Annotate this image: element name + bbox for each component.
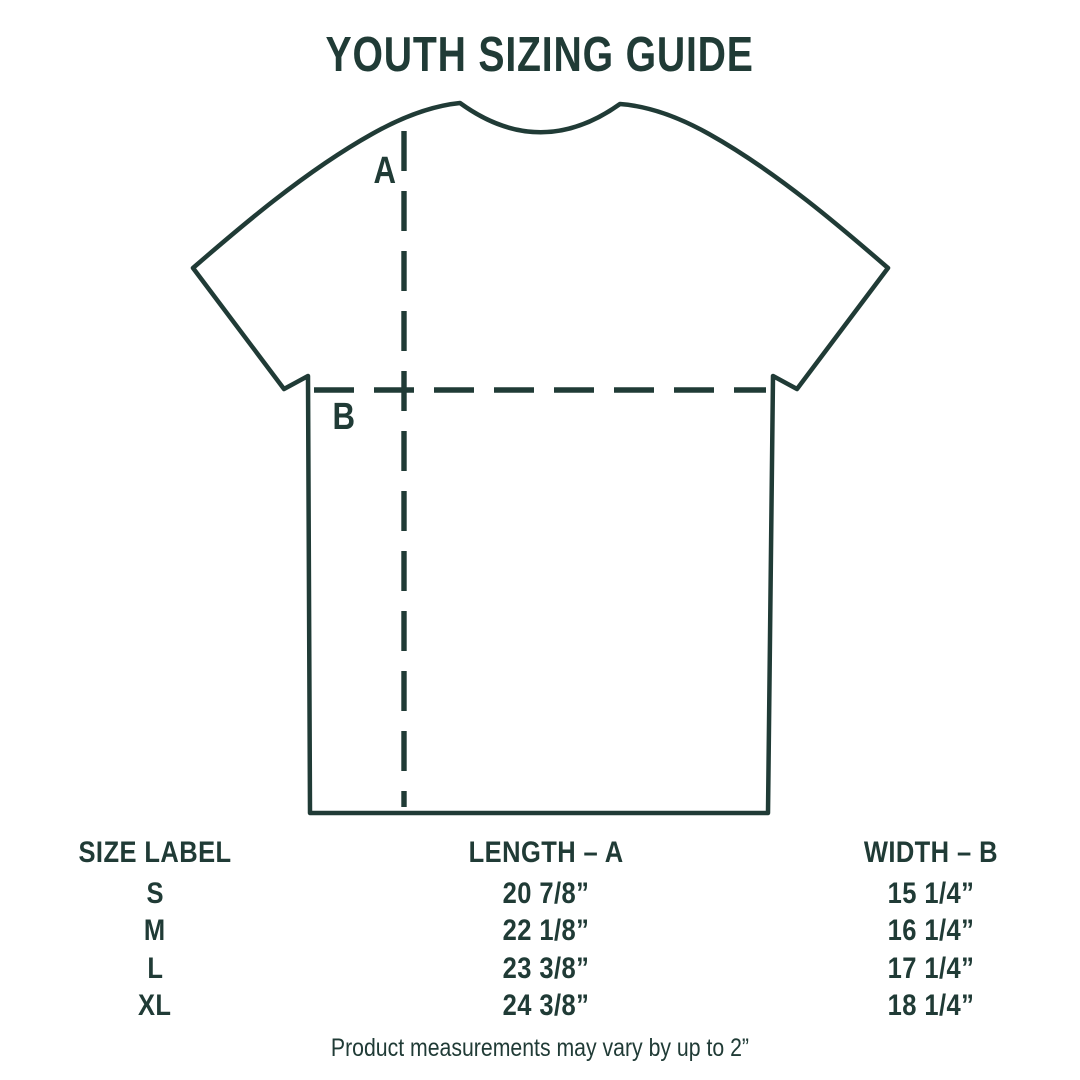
col-header-length-a: LENGTH – A	[468, 835, 624, 869]
page-title: YOUTH SIZING GUIDE	[0, 30, 1080, 80]
table-row-xl-size: XL	[138, 989, 172, 1023]
tshirt-outline-icon	[190, 100, 891, 816]
page-title-text: YOUTH SIZING GUIDE	[325, 28, 755, 82]
table-row-s-length: 20 7/8”	[502, 876, 590, 910]
col-header-width-b: WIDTH – B	[863, 835, 999, 869]
table-row-m-size: M	[144, 914, 166, 948]
table-row-l-width: 17 1/4”	[887, 951, 975, 985]
table-row-xl-length: 24 3/8”	[502, 989, 590, 1023]
size-table: SIZE LABEL LENGTH – A WIDTH – B S 20 7/8…	[0, 830, 1080, 1025]
width-label-b: B	[332, 396, 356, 438]
table-row-s-size: S	[146, 876, 164, 910]
table-row-l-length: 23 3/8”	[502, 951, 590, 985]
table-row-m-width: 16 1/4”	[887, 914, 975, 948]
col-header-size-label: SIZE LABEL	[78, 835, 232, 869]
footnote: Product measurements may vary by up to 2…	[330, 1034, 750, 1062]
table-row-l-size: L	[146, 951, 163, 985]
length-label-a: A	[373, 150, 396, 192]
table-row-xl-width: 18 1/4”	[887, 989, 975, 1023]
table-row-s-width: 15 1/4”	[887, 876, 975, 910]
table-row-m-length: 22 1/8”	[502, 914, 590, 948]
